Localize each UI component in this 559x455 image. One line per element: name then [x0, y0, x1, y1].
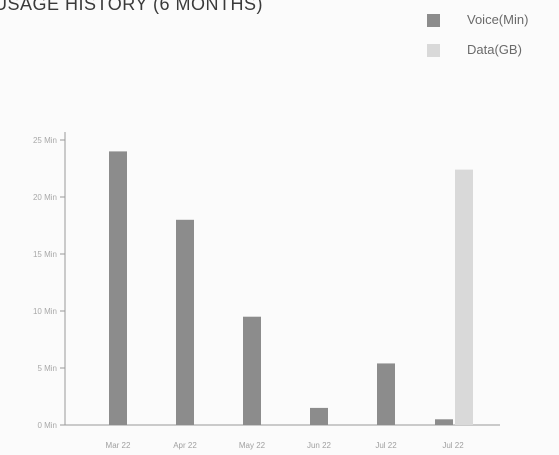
y-tick-label: 0 Min [37, 421, 57, 430]
x-tick-label: Mar 22 [106, 441, 131, 450]
legend-label-voice: Voice(Min) [467, 12, 529, 27]
chart-axes [64, 132, 500, 426]
chart-ticks: 0 Min 5 Min 10 Min 15 Min 20 Min 25 Min Mar 22… [33, 136, 464, 450]
bar-voice [310, 407, 328, 425]
y-tick-label: 20 Min [33, 193, 57, 202]
legend-swatch-voice [427, 14, 440, 27]
bar-data [455, 169, 473, 425]
chart-bars [109, 151, 473, 425]
bar-voice [435, 419, 453, 425]
legend-label-data: Data(GB) [467, 42, 522, 57]
y-tick-label: 10 Min [33, 307, 57, 316]
x-tick-label: Apr 22 [173, 441, 197, 450]
x-tick-label: Jul 22 [442, 441, 464, 450]
x-tick-label: Jul 22 [375, 441, 397, 450]
y-tick-label: 5 Min [37, 364, 57, 373]
bar-voice [377, 363, 395, 425]
bar-voice [109, 151, 127, 425]
chart-title: USAGE HISTORY (6 MONTHS) [0, 0, 264, 14]
y-tick-label: 15 Min [33, 250, 57, 259]
x-tick-label: May 22 [239, 441, 266, 450]
bar-voice [243, 316, 261, 425]
y-tick-label: 25 Min [33, 136, 57, 145]
legend-swatch-data [427, 44, 440, 57]
bar-voice [176, 219, 194, 425]
x-tick-label: Jun 22 [307, 441, 332, 450]
